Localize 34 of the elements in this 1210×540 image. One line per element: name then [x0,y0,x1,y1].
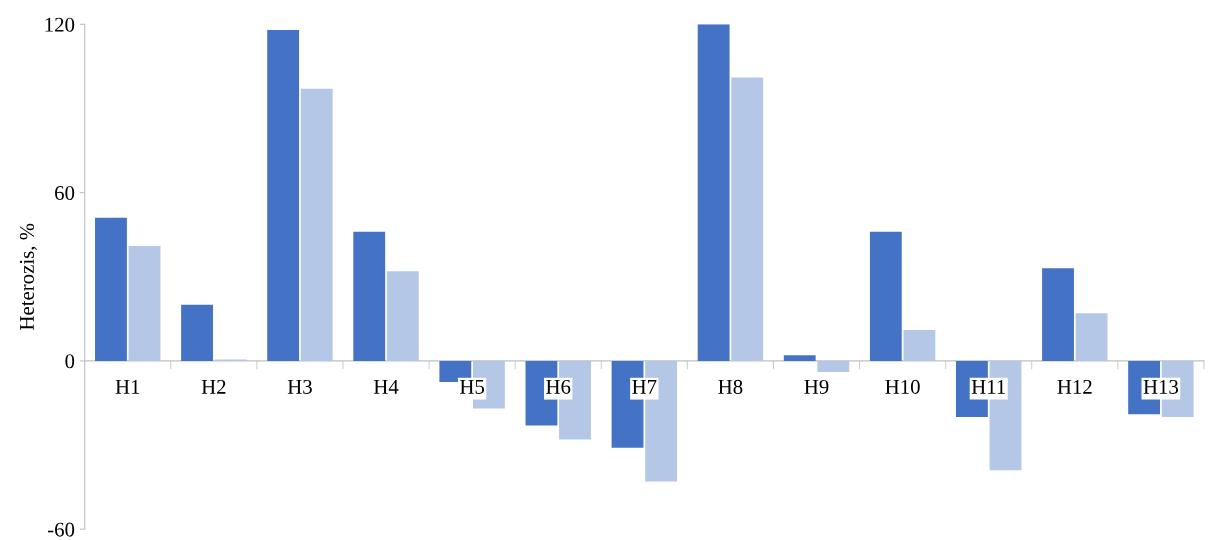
bar [300,88,333,361]
x-tick-label: H12 [1057,379,1092,394]
bar [731,77,764,361]
bar [181,304,213,361]
y-tick-label: 120 [45,17,75,32]
x-tick-label: H8 [718,379,743,394]
y-tick-label: -60 [47,522,75,537]
bar [386,271,419,361]
bar [783,355,816,361]
x-tick-label: H1 [115,379,140,394]
x-tick-label: H7 [632,380,657,394]
x-tick-label: H5 [460,380,485,394]
bar [439,360,472,382]
y-axis-title: Heterozis, % [19,223,37,330]
x-tick-label: H3 [287,379,312,394]
x-tick-label: H10 [885,379,920,394]
y-tick-label: 0 [65,354,75,369]
x-tick-label: H6 [546,379,571,394]
x-tick-label: H4 [373,379,399,394]
bar [903,330,936,361]
x-tick-label: H2 [201,379,226,394]
y-tick-label: 60 [55,185,75,201]
x-tick-label: H11 [971,379,1006,394]
bar [1075,313,1108,361]
bar [1042,268,1074,361]
bar [267,29,300,361]
bar [817,360,850,373]
bar [869,231,902,361]
bar [95,217,127,361]
bar [128,245,161,361]
x-tick-label: H9 [804,379,829,394]
x-tick-label: H13 [1143,379,1179,394]
bar [353,231,386,361]
bar [697,24,730,361]
